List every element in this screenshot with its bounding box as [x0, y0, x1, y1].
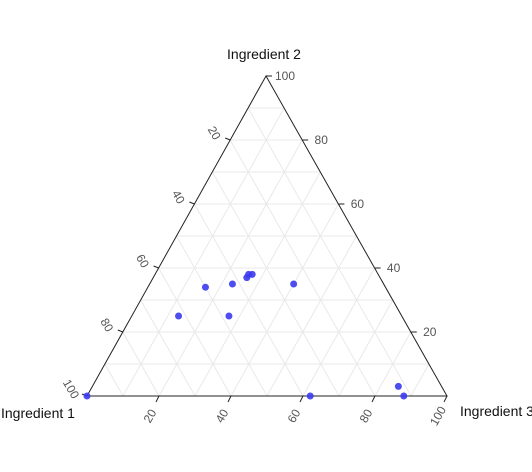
left-tick-label: 20 — [205, 124, 224, 143]
grid-line — [247, 107, 412, 397]
axis-tick — [299, 395, 304, 403]
grid-line — [410, 363, 430, 397]
axis-tick — [227, 395, 232, 403]
data-point — [306, 392, 314, 400]
grid-line — [302, 267, 376, 397]
grid-layer — [104, 107, 430, 397]
left-tick-label: 60 — [133, 252, 152, 271]
bottom-tick-label: 40 — [213, 406, 232, 425]
grid-line — [176, 235, 268, 397]
grid-line — [122, 107, 285, 397]
triangle-frame — [86, 74, 448, 397]
data-point — [400, 392, 408, 400]
vertex-label-ingredient-1: Ingredient 1 — [1, 405, 75, 421]
vertex-label-ingredient-3: Ingredient 3 — [460, 403, 532, 419]
right-tick-label: 100 — [275, 69, 295, 83]
data-point — [228, 280, 236, 288]
data-points — [83, 270, 408, 400]
bottom-tick-label: 80 — [357, 406, 376, 425]
grid-line — [140, 299, 196, 397]
left-tick-label: 80 — [97, 316, 116, 335]
axis-tick — [443, 395, 448, 403]
data-point — [175, 312, 183, 320]
vertex-label-ingredient-2: Ingredient 2 — [227, 46, 301, 62]
grid-line — [374, 331, 412, 397]
left-tick-label: 100 — [60, 377, 82, 402]
grid-line — [211, 171, 340, 397]
axis-tick — [371, 395, 376, 403]
data-point — [201, 283, 209, 291]
data-point — [290, 280, 298, 288]
tick-layer: 20 20 20 40 40 40 60 60 60 80 80 80 100 100 100 — [60, 69, 449, 428]
grid-line — [194, 171, 321, 397]
bottom-tick-label: 60 — [285, 406, 304, 425]
bottom-tick-label: 20 — [141, 406, 160, 425]
left-tick-label: 40 — [169, 188, 188, 207]
axis-tick — [155, 395, 160, 403]
data-point — [225, 312, 233, 320]
axis-tick — [189, 201, 195, 205]
right-tick-label: 80 — [315, 133, 329, 147]
data-point — [83, 392, 91, 400]
grid-line — [104, 363, 124, 397]
bottom-tick-label: 100 — [427, 404, 449, 429]
right-tick-label: 40 — [387, 261, 401, 275]
data-point — [245, 270, 253, 278]
axis-tick — [225, 137, 231, 141]
right-tick-label: 20 — [423, 325, 437, 339]
data-point — [394, 382, 402, 390]
grid-line — [338, 299, 394, 397]
axis-tick — [153, 265, 159, 269]
grid-line — [158, 267, 232, 397]
grid-line — [266, 235, 357, 397]
axis-tick — [117, 329, 123, 333]
right-tick-label: 60 — [351, 197, 365, 211]
grid-line — [122, 331, 160, 397]
